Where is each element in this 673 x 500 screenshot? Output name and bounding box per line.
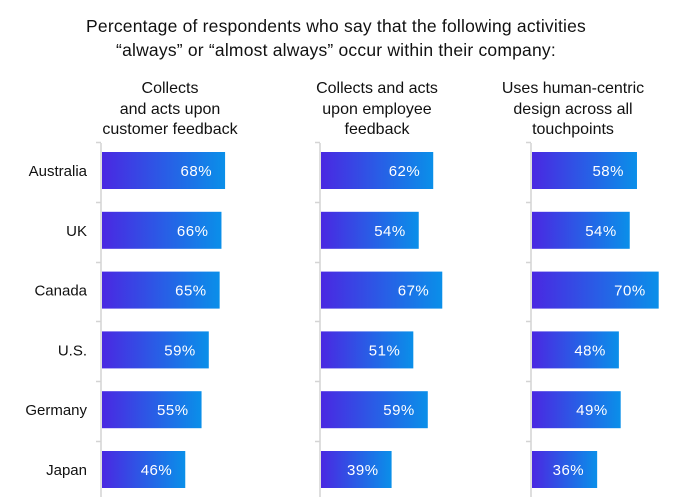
panel-2: Collects and acts upon employee feedback 62… xyxy=(315,80,443,497)
bar-value-label: 48% xyxy=(574,342,606,359)
bar-japan xyxy=(321,451,392,488)
bar-germany xyxy=(102,391,202,429)
bar-value-label: 62% xyxy=(389,163,421,180)
bar-us xyxy=(321,331,414,369)
bar-value-label: 65% xyxy=(175,283,207,300)
chart-title-line-1: Percentage of respondents who say that t… xyxy=(86,16,586,36)
panel-header-line: Collects and acts xyxy=(316,80,438,97)
bar-value-label: 49% xyxy=(576,402,608,419)
panel-header-line: feedback xyxy=(345,121,411,138)
category-label: Canada xyxy=(34,283,87,300)
panel-1: Collects and acts upon customer feedback 68… xyxy=(96,80,239,497)
bar-uk xyxy=(321,211,419,249)
bar-us xyxy=(532,331,619,369)
bar-value-label: 58% xyxy=(592,163,624,180)
panel-header-line: design across all xyxy=(513,101,632,118)
bar-us xyxy=(102,331,209,369)
bar-value-label: 59% xyxy=(164,342,196,359)
category-label: UK xyxy=(66,223,87,240)
panel-3: Uses human-centric design across all touch… xyxy=(502,80,659,497)
chart-title-line-2: “always” or “almost always” occur within… xyxy=(116,40,556,60)
category-label: Australia xyxy=(29,163,88,180)
bar-australia xyxy=(532,152,637,189)
bar-canada xyxy=(532,271,659,309)
bar-value-label: 68% xyxy=(181,163,213,180)
panel-header-line: Uses human-centric xyxy=(502,80,644,97)
bar-australia xyxy=(102,152,226,189)
bar-uk xyxy=(532,211,630,249)
bar-japan xyxy=(102,451,186,488)
bar-value-label: 54% xyxy=(585,223,617,240)
bar-japan xyxy=(532,451,598,488)
bar-value-label: 51% xyxy=(369,342,401,359)
bar-value-label: 59% xyxy=(383,402,415,419)
panel-header-line: and acts upon xyxy=(120,101,221,118)
panel-header-line: customer feedback xyxy=(102,121,238,138)
category-label: Japan xyxy=(46,462,87,479)
panel-header-line: Collects xyxy=(142,80,199,97)
bar-value-label: 70% xyxy=(614,283,646,300)
category-label: U.S. xyxy=(58,342,87,359)
bar-germany xyxy=(532,391,621,429)
bar-value-label: 66% xyxy=(177,223,209,240)
bar-value-label: 67% xyxy=(398,283,430,300)
bar-uk xyxy=(102,211,222,249)
panel-header-line: upon employee xyxy=(322,101,432,118)
bar-canada xyxy=(321,271,443,309)
bar-australia xyxy=(321,152,434,189)
panel-header-line: touchpoints xyxy=(532,121,614,138)
bar-canada xyxy=(102,271,220,309)
bar-value-label: 55% xyxy=(157,402,189,419)
bar-value-label: 39% xyxy=(347,462,379,479)
chart-title: Percentage of respondents who say that t… xyxy=(86,16,586,60)
category-label: Germany xyxy=(25,402,87,419)
bar-value-label: 36% xyxy=(553,462,585,479)
bar-value-label: 46% xyxy=(141,462,173,479)
bar-value-label: 54% xyxy=(374,223,406,240)
bar-germany xyxy=(321,391,428,429)
